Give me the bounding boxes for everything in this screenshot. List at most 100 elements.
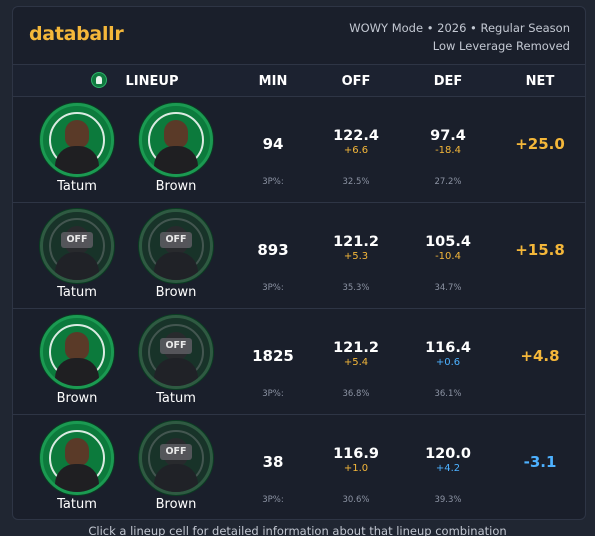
lineup-row[interactable]: OFF Tatum OFF Brown 893 121.2 +5.3 105.4 -10.4 3P… bbox=[13, 203, 585, 309]
lineup-card: databallr WOWY Mode • 2026 • Regular Sea… bbox=[12, 6, 586, 520]
off-badge: OFF bbox=[160, 338, 192, 354]
net-rating: +25.0 bbox=[515, 135, 565, 153]
def-three-pt: 39.3% bbox=[434, 495, 462, 505]
def-value: 97.4 bbox=[430, 128, 466, 144]
player-head bbox=[65, 120, 89, 148]
off-value: 116.9 bbox=[333, 446, 379, 462]
def-rating: 105.4 -10.4 bbox=[425, 234, 471, 262]
off-three-pt: 30.6% bbox=[342, 495, 370, 505]
net-rating: +15.8 bbox=[515, 241, 565, 259]
three-pt-label: 3P%: bbox=[262, 389, 284, 399]
off-rating: 121.2 +5.3 bbox=[333, 234, 379, 262]
player-avatar bbox=[40, 103, 114, 177]
off-badge: OFF bbox=[160, 444, 192, 460]
player-head bbox=[65, 438, 89, 466]
player-head bbox=[164, 120, 188, 148]
player-avatar: OFF bbox=[139, 315, 213, 389]
def-rating: 116.4 +0.6 bbox=[425, 340, 471, 368]
player-jersey bbox=[154, 464, 198, 492]
off-delta: +5.3 bbox=[343, 251, 369, 262]
def-delta: +0.6 bbox=[435, 357, 461, 368]
three-pt-label: 3P%: bbox=[262, 177, 284, 187]
lineup-player[interactable]: OFF Tatum bbox=[35, 209, 119, 300]
lineup-player[interactable]: Brown bbox=[134, 103, 218, 194]
off-three-pt: 36.8% bbox=[342, 389, 370, 399]
def-rating: 120.0 +4.2 bbox=[425, 446, 471, 474]
def-value: 116.4 bbox=[425, 340, 471, 356]
off-three-pt: 35.3% bbox=[342, 283, 370, 293]
player-avatar: OFF bbox=[40, 209, 114, 283]
def-three-pt: 34.7% bbox=[434, 283, 462, 293]
off-value: 121.2 bbox=[333, 340, 379, 356]
player-jersey bbox=[154, 146, 198, 174]
player-jersey bbox=[154, 358, 198, 386]
net-rating: +4.8 bbox=[520, 347, 560, 365]
databallr-logo[interactable]: databallr bbox=[29, 23, 124, 45]
col-lineup: LINEUP bbox=[125, 74, 179, 89]
off-rating: 121.2 +5.4 bbox=[333, 340, 379, 368]
player-name: Tatum bbox=[57, 285, 97, 300]
off-delta: +5.4 bbox=[343, 357, 369, 368]
lineup-player[interactable]: OFF Brown bbox=[134, 209, 218, 300]
def-value: 120.0 bbox=[425, 446, 471, 462]
def-value: 105.4 bbox=[425, 234, 471, 250]
three-pt-label: 3P%: bbox=[262, 495, 284, 505]
player-name: Brown bbox=[155, 497, 197, 512]
three-pt-label: 3P%: bbox=[262, 283, 284, 293]
player-jersey bbox=[55, 464, 99, 492]
lineup-row[interactable]: Tatum Brown 94 122.4 +6.6 97.4 -18.4 3P%: 32.5% 2… bbox=[13, 97, 585, 203]
def-delta: -10.4 bbox=[435, 251, 461, 262]
player-avatar bbox=[40, 315, 114, 389]
off-value: 122.4 bbox=[333, 128, 379, 144]
minutes-value: 1825 bbox=[252, 347, 294, 365]
player-jersey bbox=[55, 358, 99, 386]
player-head bbox=[65, 332, 89, 360]
lineup-player[interactable]: OFF Brown bbox=[134, 421, 218, 512]
def-three-pt: 27.2% bbox=[434, 177, 462, 187]
minutes-value: 38 bbox=[262, 453, 284, 471]
player-avatar bbox=[40, 421, 114, 495]
def-delta: -18.4 bbox=[435, 145, 461, 156]
player-jersey bbox=[55, 252, 99, 280]
player-name: Tatum bbox=[57, 179, 97, 194]
off-delta: +6.6 bbox=[343, 145, 369, 156]
lineup-player[interactable]: OFF Tatum bbox=[134, 315, 218, 406]
player-name: Tatum bbox=[156, 391, 196, 406]
player-jersey bbox=[55, 146, 99, 174]
celtics-logo-icon bbox=[91, 72, 107, 88]
player-jersey bbox=[154, 252, 198, 280]
mode-season-text: WOWY Mode • 2026 • Regular Season bbox=[349, 21, 570, 35]
filter-summary: WOWY Mode • 2026 • Regular Season Low Le… bbox=[349, 19, 570, 55]
player-name: Brown bbox=[56, 391, 98, 406]
player-name: Brown bbox=[155, 285, 197, 300]
leverage-text: Low Leverage Removed bbox=[432, 39, 570, 53]
lineup-player[interactable]: Tatum bbox=[35, 103, 119, 194]
player-name: Tatum bbox=[57, 497, 97, 512]
def-rating: 97.4 -18.4 bbox=[430, 128, 466, 156]
off-rating: 122.4 +6.6 bbox=[333, 128, 379, 156]
off-badge: OFF bbox=[160, 232, 192, 248]
lineup-row[interactable]: Tatum OFF Brown 38 116.9 +1.0 120.0 +4.2 3P%: 30.… bbox=[13, 415, 585, 519]
player-avatar: OFF bbox=[139, 421, 213, 495]
minutes-value: 94 bbox=[262, 135, 284, 153]
off-three-pt: 32.5% bbox=[342, 177, 370, 187]
def-three-pt: 36.1% bbox=[434, 389, 462, 399]
off-badge: OFF bbox=[61, 232, 93, 248]
minutes-value: 893 bbox=[257, 241, 289, 259]
lineup-player[interactable]: Brown bbox=[35, 315, 119, 406]
off-rating: 116.9 +1.0 bbox=[333, 446, 379, 474]
player-avatar: OFF bbox=[139, 209, 213, 283]
player-name: Brown bbox=[155, 179, 197, 194]
off-delta: +1.0 bbox=[343, 463, 369, 474]
col-off: OFF bbox=[341, 74, 371, 89]
lineup-player[interactable]: Tatum bbox=[35, 421, 119, 512]
column-header-row: LINEUP MIN OFF DEF NET bbox=[13, 65, 585, 97]
lineup-row[interactable]: Brown OFF Tatum 1825 121.2 +5.4 116.4 +0.6 3P%: 3… bbox=[13, 309, 585, 415]
col-min: MIN bbox=[258, 74, 288, 89]
def-delta: +4.2 bbox=[435, 463, 461, 474]
footer-hint: Click a lineup cell for detailed informa… bbox=[88, 524, 507, 536]
off-value: 121.2 bbox=[333, 234, 379, 250]
player-avatar bbox=[139, 103, 213, 177]
col-net: NET bbox=[525, 74, 555, 89]
col-def: DEF bbox=[433, 74, 463, 89]
